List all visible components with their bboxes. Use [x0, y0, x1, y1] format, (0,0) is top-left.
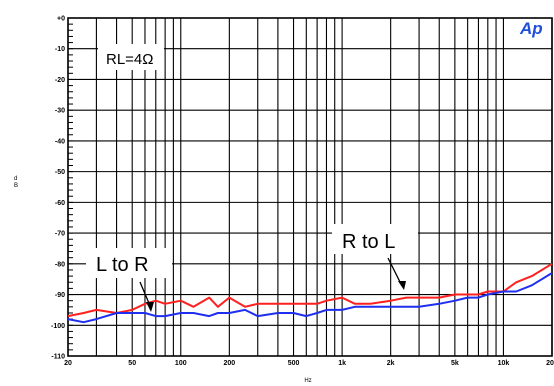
- y-tick-label: -30: [55, 108, 65, 115]
- series-layer: [67, 262, 553, 324]
- y-tick-label: -20: [55, 77, 65, 84]
- l-to-r-label: L to R: [96, 254, 149, 276]
- brand-logo: Ap: [519, 19, 543, 38]
- series-line-r-to-l: [67, 262, 553, 318]
- y-tick-label: -70: [55, 231, 65, 238]
- y-tick-label: -50: [55, 169, 65, 176]
- rl-label: RL=4Ω: [106, 51, 154, 68]
- y-tick-label: -110: [51, 354, 65, 361]
- x-axis-ticks: 20 50 100 200 500 1k 2k 5k 10k 20k: [64, 360, 554, 367]
- x-tick-label: 20k: [546, 360, 554, 367]
- y-tick-label: -90: [55, 292, 65, 299]
- y-tick-label: -80: [55, 261, 65, 268]
- r-to-l-label: R to L: [342, 231, 395, 253]
- y-tick-label: -60: [55, 200, 65, 207]
- plot-frame: [67, 17, 553, 357]
- y-tick-label: -40: [55, 138, 65, 145]
- y-axis-label-b: B: [14, 183, 18, 189]
- l-to-r-annotation: L to R: [86, 248, 172, 312]
- x-tick-label: 50: [128, 360, 136, 367]
- series-line-l-to-r: [67, 272, 553, 324]
- x-tick-label: 2k: [387, 360, 395, 367]
- x-tick-label: 200: [223, 360, 235, 367]
- x-axis-label: Hz: [304, 378, 311, 384]
- plot-border: [67, 17, 553, 357]
- r-to-l-annotation: R to L: [332, 224, 418, 290]
- x-tick-label: 1k: [338, 360, 346, 367]
- x-tick-label: 10k: [498, 360, 510, 367]
- grid: [67, 17, 553, 357]
- rl-annotation: RL=4Ω: [98, 44, 164, 70]
- y-axis-label-d: d: [14, 176, 17, 182]
- x-tick-label: 5k: [451, 360, 459, 367]
- y-tick-label: -10: [55, 46, 65, 53]
- y-axis-ticks: +0 -10 -20 -30 -40 -50 -60 -70 -80 -90 -100 -110: [51, 16, 65, 361]
- x-tick-label: 500: [288, 360, 300, 367]
- y-tick-label: -100: [51, 323, 65, 330]
- x-tick-label: 100: [175, 360, 187, 367]
- y-tick-label: +0: [57, 16, 65, 23]
- x-tick-label: 20: [64, 360, 72, 367]
